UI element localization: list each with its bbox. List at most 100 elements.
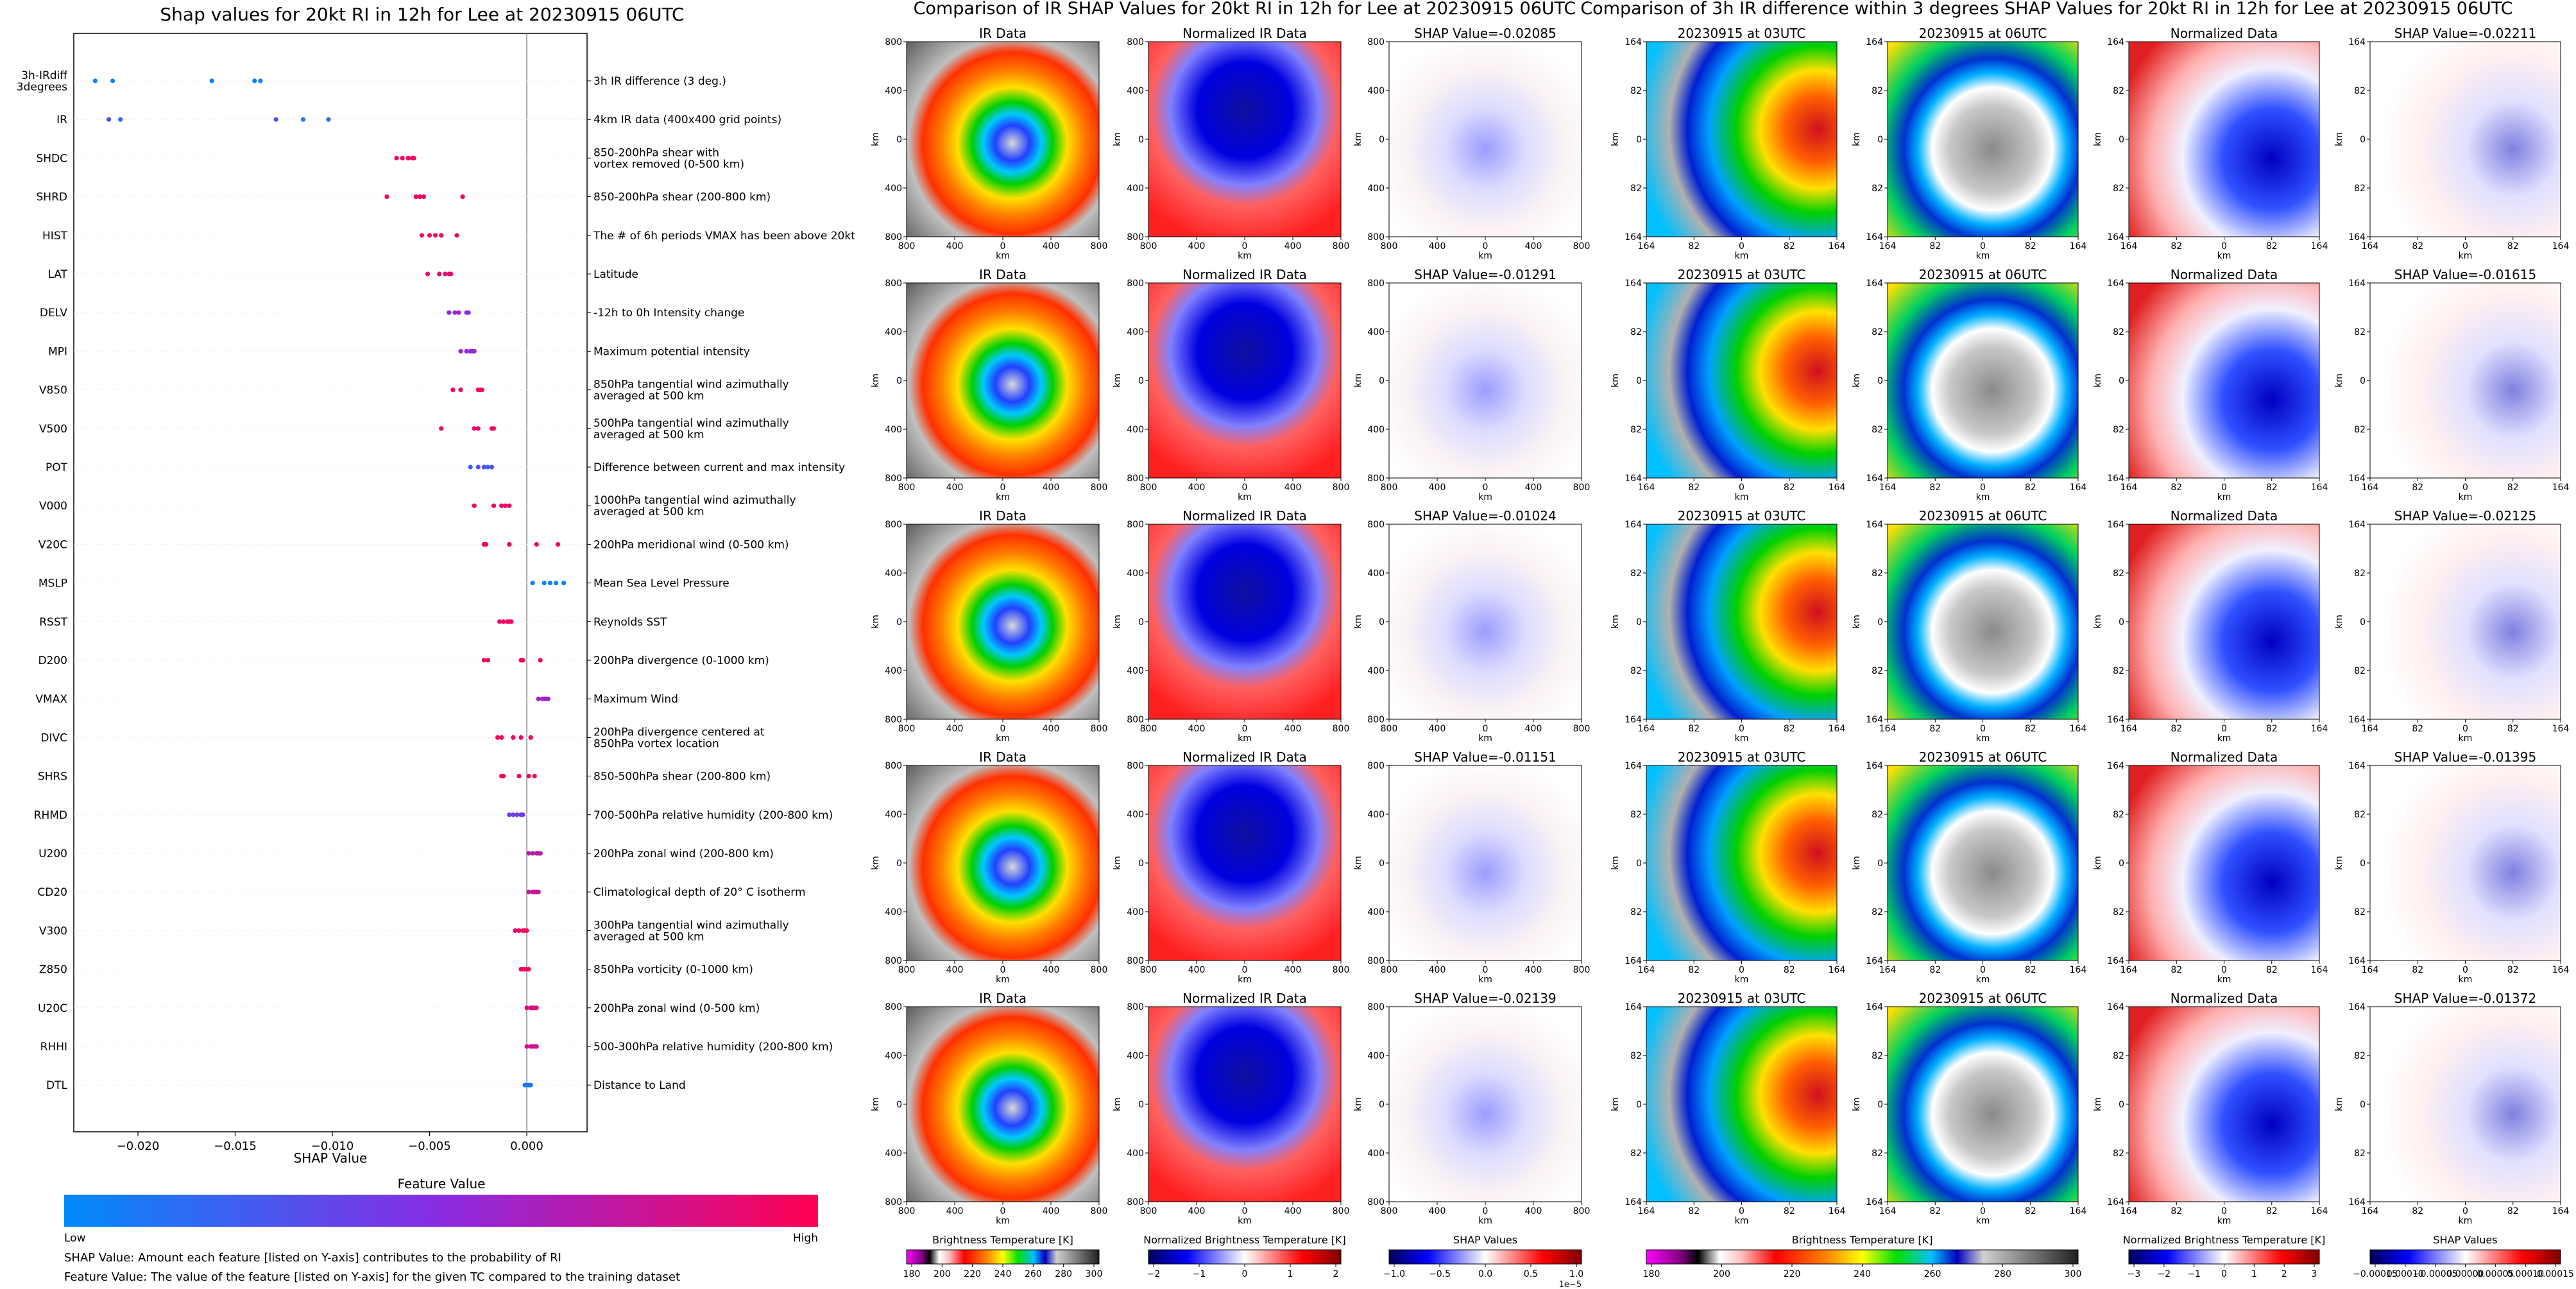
x-tick-label: 800 <box>1381 241 1398 252</box>
x-axis-label: km <box>2459 1216 2473 1226</box>
x-tick-label: 800 <box>1091 965 1108 975</box>
feature-name: V300 <box>39 925 67 937</box>
colorbar-strip <box>1388 1249 1582 1265</box>
shap-point <box>528 1082 533 1088</box>
x-tick-label: 0 <box>1980 724 1986 734</box>
shap-point <box>448 271 454 277</box>
y-tick-label: 0 <box>1877 858 1883 869</box>
x-tick-label: 400 <box>946 482 964 493</box>
x-tick-label: 164 <box>1879 724 1897 734</box>
colorbar-tick-label: −2 <box>1147 1269 1161 1279</box>
y-axis-label: km <box>1610 132 1621 146</box>
y-axis-label: km <box>2093 615 2103 629</box>
image-panel: SHAP Value=-0.01372164164828200828216416… <box>2334 991 2569 1226</box>
shap-point <box>481 465 486 470</box>
feature-name: MPI <box>48 345 67 358</box>
shap-point <box>417 194 422 200</box>
x-tick-label: 800 <box>1091 1206 1108 1216</box>
x-tick-label: −0.020 <box>117 1140 160 1153</box>
x-axis-label: km <box>1976 975 1990 985</box>
panel-title: Normalized Data <box>2171 749 2278 765</box>
y-tick-label: 400 <box>1127 666 1144 676</box>
panel-image <box>906 765 1100 961</box>
y-tick-label: 0 <box>1379 135 1385 145</box>
image-panel: 20230915 at 06UTC1641648282008282164164k… <box>1852 508 2086 744</box>
x-tick-label: 400 <box>1188 241 1206 252</box>
y-tick-label: 400 <box>1367 907 1385 918</box>
y-tick-label: 82 <box>1630 327 1642 337</box>
x-tick-label: 164 <box>1638 724 1655 734</box>
x-axis-ticks: −0.020 −0.015 −0.010 −0.005 0.000 <box>117 1132 543 1153</box>
feature-description: 1000hPa tangential wind azimuthally <box>593 494 796 507</box>
colorbar-tick-label: 180 <box>903 1269 921 1279</box>
x-axis-label: km <box>1735 1216 1749 1226</box>
x-tick-label: 400 <box>1043 482 1060 493</box>
image-panel: 20230915 at 03UTC1641648282008282164164k… <box>1610 991 1845 1226</box>
x-tick-label: 400 <box>1043 241 1060 252</box>
x-tick-label: 0 <box>1980 965 1986 975</box>
y-tick-label: 82 <box>2113 327 2124 337</box>
y-tick-label: 164 <box>2348 278 2366 289</box>
x-tick-label: 0 <box>2462 724 2468 734</box>
x-tick-label: 164 <box>2120 482 2138 493</box>
panel-image <box>2128 282 2320 479</box>
shap-point <box>466 310 471 315</box>
panel-image <box>2369 765 2561 961</box>
x-tick-label: 82 <box>1688 1206 1700 1216</box>
y-tick-label: 800 <box>885 761 902 771</box>
y-tick-label: 164 <box>1625 1197 1642 1208</box>
shap-point <box>110 78 115 83</box>
x-axis-label: km <box>1478 733 1492 744</box>
y-tick-label: 800 <box>1127 278 1144 289</box>
feature-description: 300hPa tangential wind azimuthally <box>593 919 789 932</box>
y-tick-label: 164 <box>2348 474 2366 484</box>
x-tick-label: 400 <box>946 241 964 252</box>
colorbar-tick-label: 0.5 <box>1524 1269 1538 1279</box>
image-panel: Normalized Data1641648282008282164164kmk… <box>2093 991 2328 1226</box>
y-tick-label: 0 <box>1138 1100 1144 1110</box>
shap-point <box>447 310 452 315</box>
x-tick-label: 0 <box>1739 482 1744 493</box>
x-tick-label: 164 <box>2311 965 2328 975</box>
y-tick-label: 0 <box>1379 858 1385 869</box>
panel-title: SHAP Value=-0.01151 <box>1414 749 1556 765</box>
x-tick-label: 800 <box>1140 482 1157 493</box>
x-tick-label: 164 <box>2070 724 2087 734</box>
shap-point <box>507 542 512 547</box>
x-axis-label: km <box>1976 251 1990 261</box>
y-tick-label: 400 <box>1367 86 1385 96</box>
x-tick-label: −0.010 <box>311 1140 354 1153</box>
shap-point <box>475 465 481 470</box>
shap-point <box>472 503 477 508</box>
x-tick-label: 400 <box>1188 482 1206 493</box>
y-tick-label: 800 <box>1367 474 1385 484</box>
colorbar-strip <box>2128 1249 2320 1265</box>
feature-name: D200 <box>38 654 67 667</box>
feature-description: 850-200hPa shear (200-800 km) <box>593 191 771 204</box>
y-tick-label: 82 <box>1872 666 1883 676</box>
x-tick-label: 82 <box>2412 241 2423 252</box>
feature-name: HIST <box>42 230 68 243</box>
colorbar: SHAP Values −1.0 −0.5 0.0 0.5 1.01e−5 <box>1383 1234 1583 1289</box>
shap-point <box>526 889 531 894</box>
x-axis-label: km <box>2459 251 2473 261</box>
colorbar-tick-label: −0.00005 <box>2413 1269 2458 1279</box>
x-tick-label: 0 <box>2221 482 2227 493</box>
x-axis-label: km <box>1238 733 1252 744</box>
y-tick-label: 400 <box>1127 425 1144 435</box>
image-panel: Normalized Data1641648282008282164164kmk… <box>2093 749 2328 985</box>
feature-description: Maximum Wind <box>593 693 678 706</box>
y-tick-label: 0 <box>896 617 902 627</box>
image-panel: SHAP Value=-0.02139800800400400004004008… <box>1353 991 1590 1226</box>
y-tick-label: 0 <box>1877 135 1883 145</box>
x-tick-label: 0 <box>1000 241 1006 252</box>
y-tick-label: 82 <box>2354 568 2366 579</box>
colorbar-tick-label: 240 <box>994 1269 1012 1279</box>
panel-title: IR Data <box>979 267 1027 282</box>
y-axis-label: km <box>1610 373 1621 388</box>
panel-image <box>1887 524 2079 720</box>
image-panel: 20230915 at 06UTC1641648282008282164164k… <box>1852 267 2086 502</box>
y-axis-label: km <box>2093 132 2103 146</box>
colorbar-tick-label: 280 <box>1994 1269 2011 1279</box>
